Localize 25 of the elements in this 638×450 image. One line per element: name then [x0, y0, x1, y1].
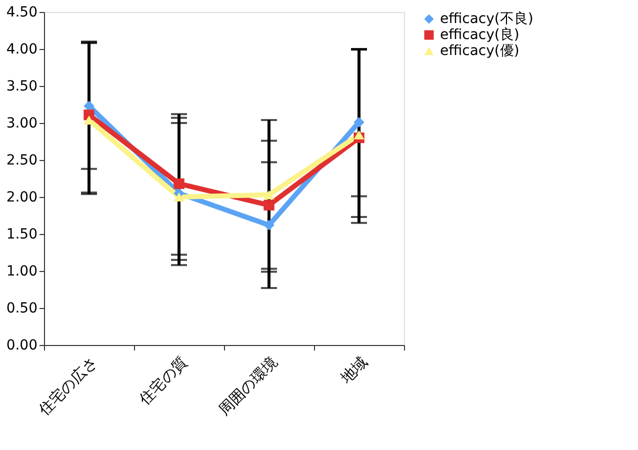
point [84, 100, 94, 112]
y-tick-label: 4.00 [6, 42, 38, 58]
y-tick-label: 2.00 [6, 190, 38, 206]
legend-label: efficacy(優) [440, 43, 520, 59]
point [264, 220, 274, 230]
x-tick-label: 周囲の環境 [215, 353, 281, 419]
y-tick-label: 2.50 [6, 152, 38, 168]
y-tick-label: 0.50 [6, 300, 38, 316]
y-tick-label: 3.00 [6, 116, 38, 132]
legend-label: efficacy(良) [440, 27, 520, 43]
point [354, 130, 364, 140]
point [264, 200, 274, 210]
point [354, 117, 364, 128]
x-tick-label: 住宅の質 [134, 353, 191, 409]
point [264, 190, 274, 200]
y-tick-label: 3.50 [6, 78, 38, 94]
x-tick-label: 地域 [336, 353, 371, 388]
point [174, 178, 184, 189]
y-tick-label: 1.00 [6, 264, 38, 280]
y-tick-label: 4.50 [6, 4, 38, 20]
y-tick-label: 1.50 [6, 226, 38, 242]
point [174, 192, 184, 202]
y-tick-label: 0.00 [6, 338, 38, 354]
x-tick-label: 住宅の広さ [34, 353, 101, 420]
legend-label: efficacy(不良) [440, 11, 534, 27]
